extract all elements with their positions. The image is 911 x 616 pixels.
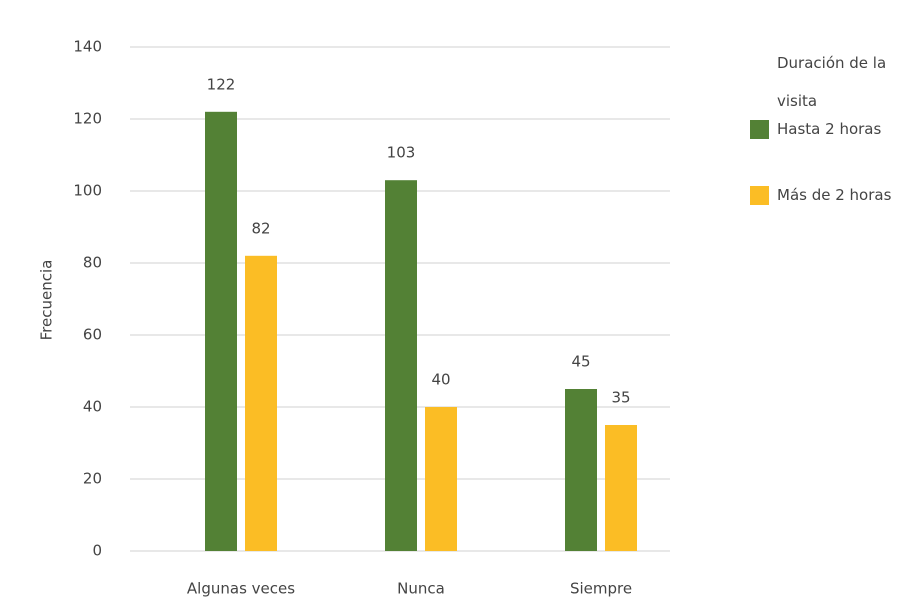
legend-item: Más de 2 horas — [750, 176, 910, 214]
legend-label: Hasta 2 horas — [777, 120, 882, 138]
y-tick-label: 120 — [73, 110, 102, 128]
x-tick-label: Nunca — [397, 580, 445, 598]
x-tick-label: Algunas veces — [187, 580, 295, 598]
y-tick-label: 40 — [83, 398, 102, 416]
legend-swatch — [750, 119, 769, 139]
legend-title: Duración de la visita — [777, 54, 887, 110]
y-tick-label: 60 — [83, 326, 102, 344]
y-tick-label: 20 — [83, 470, 102, 488]
bar — [565, 389, 597, 551]
data-label: 103 — [387, 144, 416, 162]
data-label: 40 — [431, 371, 450, 389]
y-tick-label: 140 — [73, 38, 102, 56]
y-tick-label: 0 — [92, 542, 102, 560]
legend-swatch — [750, 185, 769, 205]
bar — [385, 180, 417, 551]
data-label: 35 — [611, 389, 630, 407]
bar — [425, 407, 457, 551]
x-tick-label: Siempre — [570, 580, 632, 598]
y-tick-label: 100 — [73, 182, 102, 200]
data-label: 45 — [571, 353, 590, 371]
legend: Duración de la visita Hasta 2 horas Más d… — [750, 44, 910, 252]
y-axis-label: Frecuencia — [38, 260, 56, 341]
data-label: 122 — [207, 75, 236, 93]
legend-label: Más de 2 horas — [777, 186, 892, 204]
bar — [245, 255, 277, 552]
data-label: 82 — [251, 219, 270, 237]
legend-item: Hasta 2 horas — [750, 110, 910, 148]
y-tick-label: 80 — [83, 254, 102, 272]
bar — [205, 111, 237, 552]
bar — [605, 425, 637, 551]
